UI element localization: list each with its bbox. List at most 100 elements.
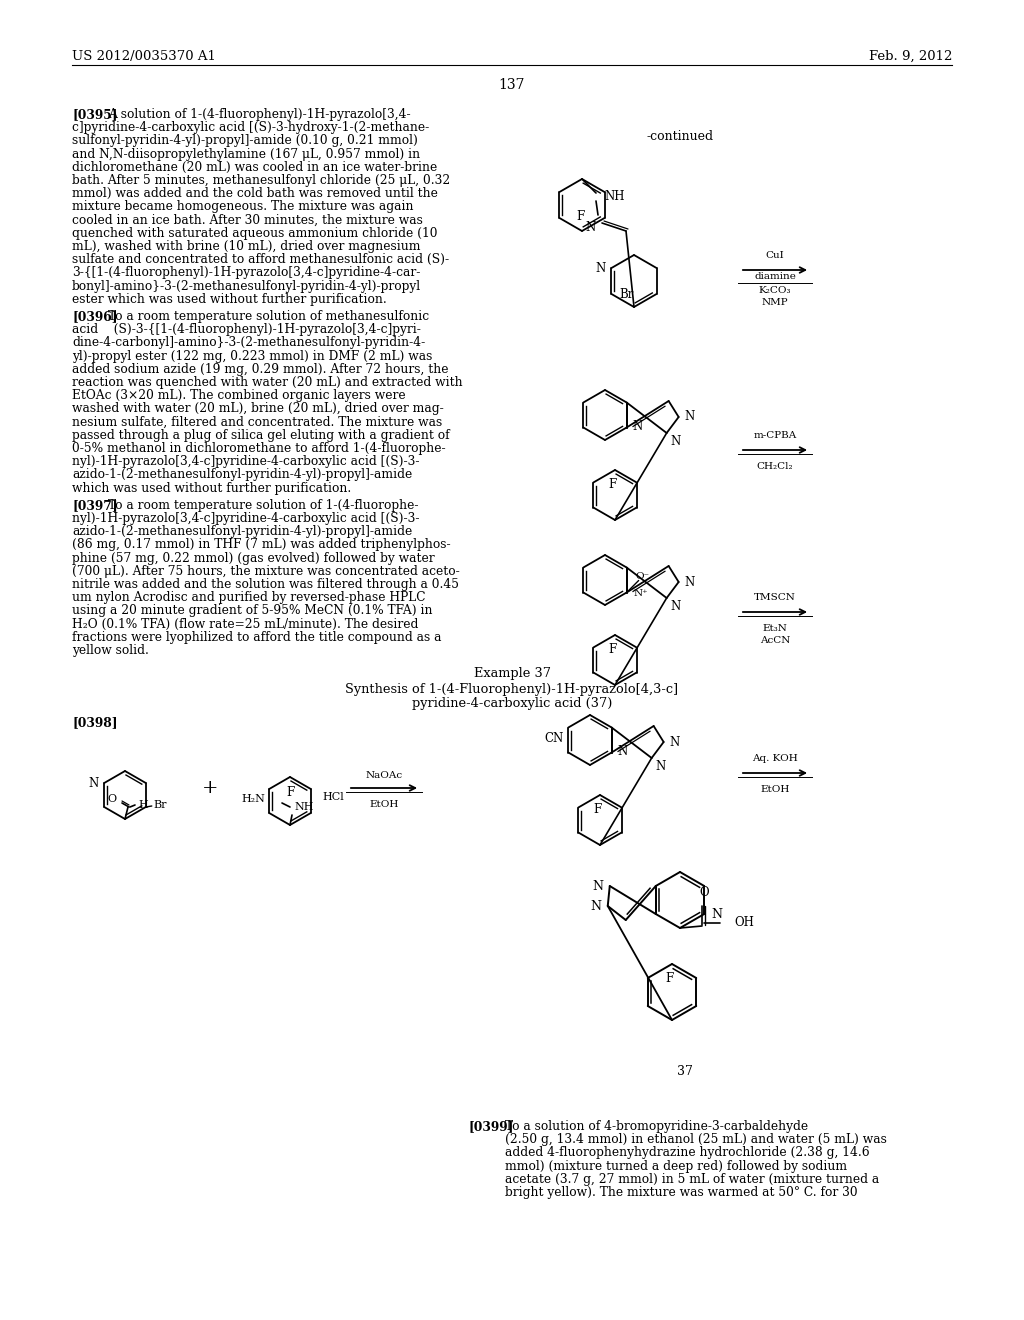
Text: bonyl]-amino}-3-(2-methanesulfonyl-pyridin-4-yl)-propyl: bonyl]-amino}-3-(2-methanesulfonyl-pyrid… xyxy=(72,280,421,293)
Text: Et₃N: Et₃N xyxy=(763,624,787,634)
Text: nesium sulfate, filtered and concentrated. The mixture was: nesium sulfate, filtered and concentrate… xyxy=(72,416,442,429)
Text: F: F xyxy=(593,803,601,816)
Text: A solution of 1-(4-fluorophenyl)-1H-pyrazolo[3,4-: A solution of 1-(4-fluorophenyl)-1H-pyra… xyxy=(108,108,411,121)
Text: c]pyridine-4-carboxylic acid [(S)-3-hydroxy-1-(2-methane-: c]pyridine-4-carboxylic acid [(S)-3-hydr… xyxy=(72,121,429,135)
Text: -continued: -continued xyxy=(646,129,714,143)
Text: mmol) (mixture turned a deep red) followed by sodium: mmol) (mixture turned a deep red) follow… xyxy=(505,1159,847,1172)
Text: washed with water (20 mL), brine (20 mL), dried over mag-: washed with water (20 mL), brine (20 mL)… xyxy=(72,403,443,416)
Text: bright yellow). The mixture was warmed at 50° C. for 30: bright yellow). The mixture was warmed a… xyxy=(505,1185,858,1199)
Text: EtOH: EtOH xyxy=(370,800,398,809)
Text: H: H xyxy=(138,800,147,810)
Text: N: N xyxy=(633,420,643,433)
Text: Aq. KOH: Aq. KOH xyxy=(752,754,798,763)
Text: quenched with saturated aqueous ammonium chloride (10: quenched with saturated aqueous ammonium… xyxy=(72,227,437,240)
Text: TMSCN: TMSCN xyxy=(754,593,796,602)
Text: (2.50 g, 13.4 mmol) in ethanol (25 mL) and water (5 mL) was: (2.50 g, 13.4 mmol) in ethanol (25 mL) a… xyxy=(505,1133,887,1146)
Text: added 4-fluorophenyhydrazine hydrochloride (2.38 g, 14.6: added 4-fluorophenyhydrazine hydrochlori… xyxy=(505,1146,869,1159)
Text: N: N xyxy=(88,776,98,789)
Text: [0397]: [0397] xyxy=(72,499,118,512)
Text: sulfonyl-pyridin-4-yl)-propyl]-amide (0.10 g, 0.21 mmol): sulfonyl-pyridin-4-yl)-propyl]-amide (0.… xyxy=(72,135,418,148)
Text: [0399]: [0399] xyxy=(468,1119,513,1133)
Text: fractions were lyophilized to afford the title compound as a: fractions were lyophilized to afford the… xyxy=(72,631,441,644)
Text: EtOH: EtOH xyxy=(760,785,790,795)
Text: O: O xyxy=(699,886,709,899)
Text: mmol) was added and the cold bath was removed until the: mmol) was added and the cold bath was re… xyxy=(72,187,438,201)
Text: nitrile was added and the solution was filtered through a 0.45: nitrile was added and the solution was f… xyxy=(72,578,459,591)
Text: dichloromethane (20 mL) was cooled in an ice water-brine: dichloromethane (20 mL) was cooled in an… xyxy=(72,161,437,174)
Text: passed through a plug of silica gel eluting with a gradient of: passed through a plug of silica gel elut… xyxy=(72,429,450,442)
Text: nyl)-1H-pyrazolo[3,4-c]pyridine-4-carboxylic acid [(S)-3-: nyl)-1H-pyrazolo[3,4-c]pyridine-4-carbox… xyxy=(72,512,420,525)
Text: N⁺: N⁺ xyxy=(634,589,648,598)
Text: bath. After 5 minutes, methanesulfonyl chloride (25 μL, 0.32: bath. After 5 minutes, methanesulfonyl c… xyxy=(72,174,451,187)
Text: N: N xyxy=(685,576,695,589)
Text: F: F xyxy=(575,210,584,223)
Text: Feb. 9, 2012: Feb. 9, 2012 xyxy=(868,50,952,63)
Text: N: N xyxy=(685,411,695,424)
Text: which was used without further purification.: which was used without further purificat… xyxy=(72,482,351,495)
Text: Example 37: Example 37 xyxy=(473,667,551,680)
Text: +: + xyxy=(202,779,218,797)
Text: phine (57 mg, 0.22 mmol) (gas evolved) followed by water: phine (57 mg, 0.22 mmol) (gas evolved) f… xyxy=(72,552,434,565)
Text: yl)-propyl ester (122 mg, 0.223 mmol) in DMF (2 mL) was: yl)-propyl ester (122 mg, 0.223 mmol) in… xyxy=(72,350,432,363)
Text: NaOAc: NaOAc xyxy=(366,771,402,780)
Text: NH: NH xyxy=(294,803,313,812)
Text: F: F xyxy=(608,478,616,491)
Text: m-CPBA: m-CPBA xyxy=(754,432,797,440)
Text: Synthesis of 1-(4-Fluorophenyl)-1H-pyrazolo[4,3-c]: Synthesis of 1-(4-Fluorophenyl)-1H-pyraz… xyxy=(345,684,679,697)
Text: OH: OH xyxy=(734,916,754,929)
Text: and N,N-diisopropylethylamine (167 μL, 0.957 mmol) in: and N,N-diisopropylethylamine (167 μL, 0… xyxy=(72,148,420,161)
Text: (86 mg, 0.17 mmol) in THF (7 mL) was added triphenylphos-: (86 mg, 0.17 mmol) in THF (7 mL) was add… xyxy=(72,539,451,552)
Text: F: F xyxy=(608,643,616,656)
Text: 37: 37 xyxy=(677,1065,693,1078)
Text: dine-4-carbonyl]-amino}-3-(2-methanesulfonyl-pyridin-4-: dine-4-carbonyl]-amino}-3-(2-methanesulf… xyxy=(72,337,425,350)
Text: acid    (S)-3-{[1-(4-fluorophenyl)-1H-pyrazolo[3,4-c]pyri-: acid (S)-3-{[1-(4-fluorophenyl)-1H-pyraz… xyxy=(72,323,421,337)
Text: nyl)-1H-pyrazolo[3,4-c]pyridine-4-carboxylic acid [(S)-3-: nyl)-1H-pyrazolo[3,4-c]pyridine-4-carbox… xyxy=(72,455,420,469)
Text: H₂O (0.1% TFA) (flow rate=25 mL/minute). The desired: H₂O (0.1% TFA) (flow rate=25 mL/minute).… xyxy=(72,618,419,631)
Text: HCl: HCl xyxy=(322,792,344,803)
Text: [0395]: [0395] xyxy=(72,108,118,121)
Text: N: N xyxy=(670,735,680,748)
Text: 137: 137 xyxy=(499,78,525,92)
Text: K₂CO₃: K₂CO₃ xyxy=(759,286,792,294)
Text: mL), washed with brine (10 mL), dried over magnesium: mL), washed with brine (10 mL), dried ov… xyxy=(72,240,421,253)
Text: (700 μL). After 75 hours, the mixture was concentrated aceto-: (700 μL). After 75 hours, the mixture wa… xyxy=(72,565,460,578)
Text: O: O xyxy=(106,795,116,804)
Text: 0-5% methanol in dichloromethane to afford 1-(4-fluorophe-: 0-5% methanol in dichloromethane to affo… xyxy=(72,442,445,455)
Text: N: N xyxy=(712,908,722,920)
Text: F: F xyxy=(665,972,673,985)
Text: sulfate and concentrated to afford methanesulfonic acid (S)-: sulfate and concentrated to afford metha… xyxy=(72,253,450,267)
Text: CH₂Cl₂: CH₂Cl₂ xyxy=(757,462,794,471)
Text: using a 20 minute gradient of 5-95% MeCN (0.1% TFA) in: using a 20 minute gradient of 5-95% MeCN… xyxy=(72,605,432,618)
Text: N: N xyxy=(586,220,596,234)
Text: azido-1-(2-methanesulfonyl-pyridin-4-yl)-propyl]-amide: azido-1-(2-methanesulfonyl-pyridin-4-yl)… xyxy=(72,525,413,539)
Text: N: N xyxy=(671,601,681,612)
Text: N: N xyxy=(617,744,628,758)
Text: O⁻: O⁻ xyxy=(636,572,649,581)
Text: Br: Br xyxy=(154,800,167,810)
Text: um nylon Acrodisc and purified by reversed-phase HPLC: um nylon Acrodisc and purified by revers… xyxy=(72,591,426,605)
Text: NMP: NMP xyxy=(762,298,788,308)
Text: [0398]: [0398] xyxy=(72,715,118,729)
Text: mixture became homogeneous. The mixture was again: mixture became homogeneous. The mixture … xyxy=(72,201,414,214)
Text: N: N xyxy=(593,879,604,892)
Text: [0396]: [0396] xyxy=(72,310,118,323)
Text: cooled in an ice bath. After 30 minutes, the mixture was: cooled in an ice bath. After 30 minutes,… xyxy=(72,214,423,227)
Text: 3-{[1-(4-fluorophenyl)-1H-pyrazolo[3,4-c]pyridine-4-car-: 3-{[1-(4-fluorophenyl)-1H-pyrazolo[3,4-c… xyxy=(72,267,421,280)
Text: To a solution of 4-bromopyridine-3-carbaldehyde: To a solution of 4-bromopyridine-3-carba… xyxy=(505,1119,808,1133)
Text: To a room temperature solution of methanesulfonic: To a room temperature solution of methan… xyxy=(108,310,429,323)
Text: AcCN: AcCN xyxy=(760,636,791,645)
Text: F: F xyxy=(286,785,294,799)
Text: ester which was used without further purification.: ester which was used without further pur… xyxy=(72,293,387,306)
Text: US 2012/0035370 A1: US 2012/0035370 A1 xyxy=(72,50,216,63)
Text: N: N xyxy=(595,261,605,275)
Text: EtOAc (3×20 mL). The combined organic layers were: EtOAc (3×20 mL). The combined organic la… xyxy=(72,389,406,403)
Text: diamine: diamine xyxy=(754,272,796,281)
Text: H₂N: H₂N xyxy=(241,795,265,804)
Text: NH: NH xyxy=(604,190,625,203)
Text: N: N xyxy=(655,760,666,774)
Text: added sodium azide (19 mg, 0.29 mmol). After 72 hours, the: added sodium azide (19 mg, 0.29 mmol). A… xyxy=(72,363,449,376)
Text: pyridine-4-carboxylic acid (37): pyridine-4-carboxylic acid (37) xyxy=(412,697,612,710)
Text: N: N xyxy=(671,436,681,447)
Text: CN: CN xyxy=(544,731,563,744)
Text: azido-1-(2-methanesulfonyl-pyridin-4-yl)-propyl]-amide: azido-1-(2-methanesulfonyl-pyridin-4-yl)… xyxy=(72,469,413,482)
